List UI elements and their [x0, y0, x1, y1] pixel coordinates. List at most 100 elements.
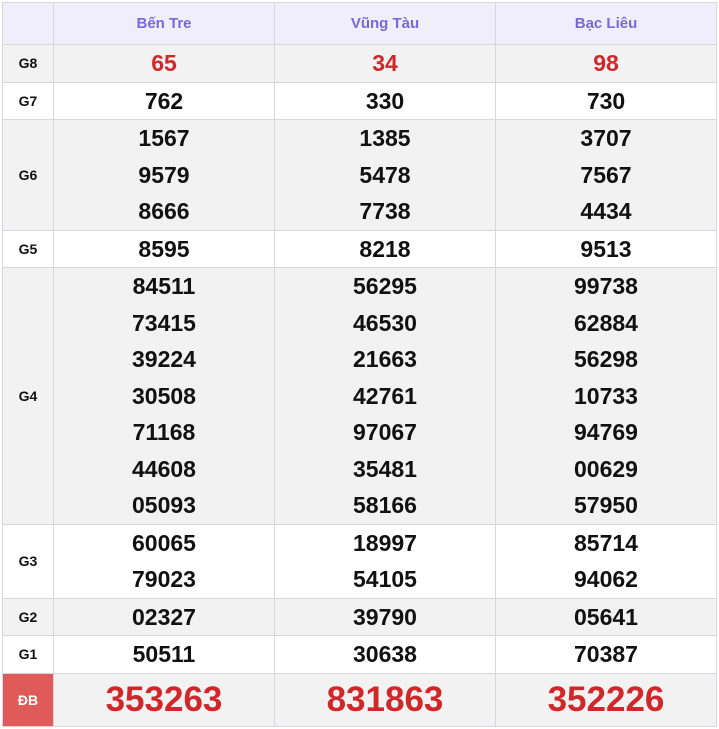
result-number: 00629 — [574, 455, 638, 482]
result-number: 9579 — [138, 161, 190, 188]
result-number: 85714 — [574, 529, 638, 556]
result-number: 94769 — [574, 419, 638, 445]
result-cell: 05641 — [495, 597, 717, 636]
header-row: Bến Tre Vũng Tàu Bạc Liêu — [2, 2, 717, 45]
prize-row-g1: G1 50511 30638 70387 — [2, 635, 717, 674]
result-number: 71168 — [132, 419, 196, 445]
result-number: 30638 — [353, 641, 417, 667]
result-number: 65 — [151, 50, 177, 76]
result-number: 44608 — [132, 455, 196, 482]
result-number: 8666 — [138, 198, 190, 224]
prize-label: G5 — [2, 229, 54, 268]
result-number: 05641 — [574, 603, 638, 630]
result-number: 57950 — [574, 492, 638, 518]
result-number: 50511 — [132, 641, 196, 667]
prize-row-g7: G7 762 330 730 — [2, 81, 717, 120]
result-number: 56295 — [353, 273, 417, 299]
result-cell: 60065 79023 — [53, 523, 275, 599]
prize-row-g2: G2 02327 39790 05641 — [2, 597, 717, 636]
result-cell: 762 — [53, 81, 275, 120]
prize-label: G4 — [2, 267, 54, 525]
result-cell: 02327 — [53, 597, 275, 636]
result-cell: 85714 94062 — [495, 523, 717, 599]
result-cell: 3707 7567 4434 — [495, 119, 717, 231]
result-number: 762 — [144, 87, 184, 114]
prize-label: G1 — [2, 635, 54, 674]
result-number: 10733 — [574, 382, 638, 409]
result-cell: 8595 — [53, 229, 275, 268]
result-cell: 70387 — [495, 635, 717, 674]
result-cell: 18997 54105 — [274, 523, 496, 599]
result-number: 353263 — [105, 679, 223, 719]
result-cell: 99738 62884 56298 10733 94769 00629 57950 — [495, 267, 717, 525]
result-number: 84511 — [132, 273, 196, 299]
prize-row-g3: G3 60065 79023 18997 54105 85714 94062 — [2, 523, 717, 599]
result-cell: 65 — [53, 44, 275, 83]
province-header: Vũng Tàu — [274, 2, 496, 45]
result-number: 60065 — [132, 529, 196, 556]
result-number: 39224 — [132, 346, 196, 372]
result-number: 54105 — [353, 566, 417, 592]
result-cell: 39790 — [274, 597, 496, 636]
result-number: 42761 — [353, 382, 417, 409]
result-cell: 330 — [274, 81, 496, 120]
result-number: 18997 — [353, 529, 417, 556]
prize-label: G2 — [2, 597, 54, 636]
prize-row-g8: G8 65 34 98 — [2, 44, 717, 83]
prize-label: ĐB — [2, 672, 54, 727]
result-cell: 98 — [495, 44, 717, 83]
result-number: 73415 — [132, 309, 196, 336]
result-number: 56298 — [574, 346, 638, 372]
result-number: 39790 — [353, 603, 417, 630]
result-number: 831863 — [326, 679, 444, 719]
result-number: 9513 — [580, 235, 632, 262]
result-cell: 352226 — [495, 672, 717, 727]
province-header: Bạc Liêu — [495, 2, 717, 45]
result-number: 70387 — [574, 641, 638, 667]
result-number: 330 — [365, 87, 405, 114]
result-cell: 84511 73415 39224 30508 71168 44608 05093 — [53, 267, 275, 525]
result-number: 34 — [372, 50, 398, 76]
result-cell: 30638 — [274, 635, 496, 674]
result-number: 46530 — [353, 309, 417, 336]
result-cell: 1567 9579 8666 — [53, 119, 275, 231]
result-number: 21663 — [353, 346, 417, 372]
prize-row-g5: G5 8595 8218 9513 — [2, 229, 717, 268]
prize-label: G3 — [2, 523, 54, 599]
result-number: 8218 — [359, 235, 411, 262]
result-cell: 8218 — [274, 229, 496, 268]
result-number: 1385 — [359, 125, 411, 151]
prize-row-g6: G6 1567 9579 8666 1385 5478 7738 3707 7567 4434 — [2, 119, 717, 231]
result-number: 98 — [593, 50, 619, 76]
result-number: 94062 — [574, 566, 638, 592]
prize-label: G7 — [2, 81, 54, 120]
result-cell: 831863 — [274, 672, 496, 727]
result-number: 1567 — [138, 125, 190, 151]
result-number: 99738 — [574, 273, 638, 299]
result-cell: 730 — [495, 81, 717, 120]
result-number: 62884 — [574, 309, 638, 336]
result-number: 7567 — [580, 161, 632, 188]
result-number: 35481 — [353, 455, 417, 482]
result-number: 30508 — [132, 382, 196, 409]
result-number: 79023 — [132, 566, 196, 592]
prize-label: G8 — [2, 44, 54, 83]
result-cell: 34 — [274, 44, 496, 83]
result-number: 8595 — [138, 235, 190, 262]
corner-cell — [2, 2, 54, 45]
result-number: 5478 — [359, 161, 411, 188]
result-number: 352226 — [547, 679, 665, 719]
prize-label: G6 — [2, 119, 54, 231]
result-cell: 50511 — [53, 635, 275, 674]
province-header: Bến Tre — [53, 2, 275, 45]
result-number: 05093 — [132, 492, 196, 518]
result-number: 3707 — [580, 125, 632, 151]
result-cell: 9513 — [495, 229, 717, 268]
result-cell: 353263 — [53, 672, 275, 727]
result-number: 730 — [586, 87, 626, 114]
result-cell: 1385 5478 7738 — [274, 119, 496, 231]
prize-row-g4: G4 84511 73415 39224 30508 71168 44608 05093 562… — [2, 267, 717, 525]
result-number: 4434 — [580, 198, 632, 224]
result-number: 58166 — [353, 492, 417, 518]
